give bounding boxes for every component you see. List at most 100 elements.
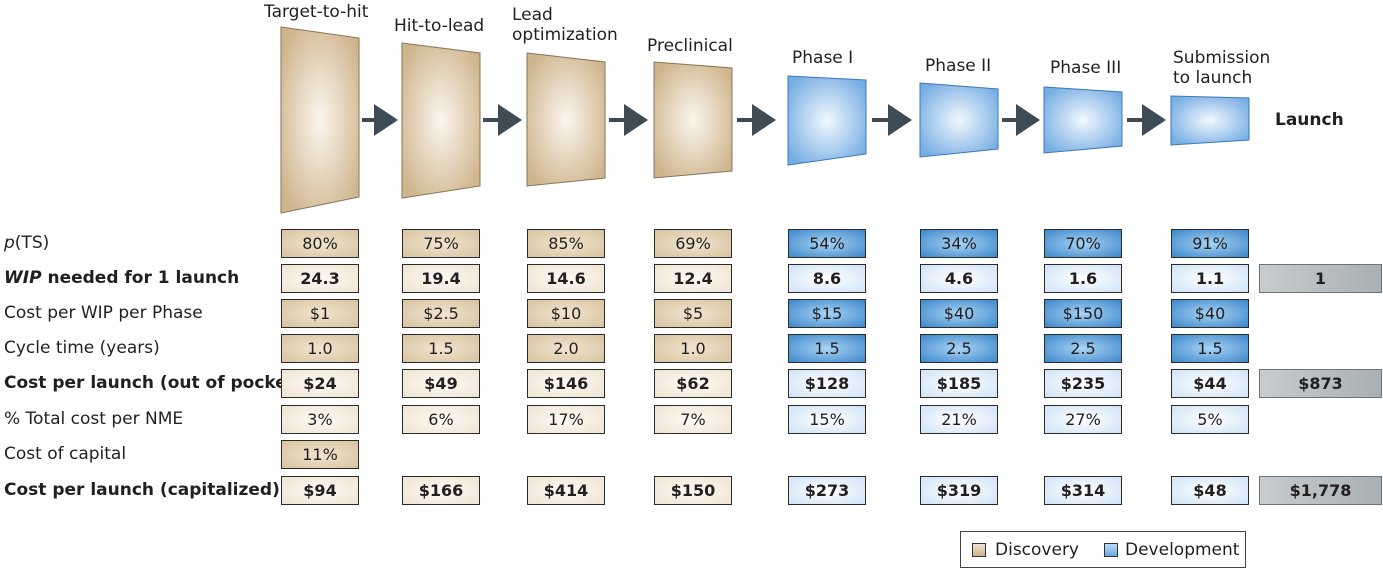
table-cell: 2.5 — [920, 334, 998, 363]
row-label-4: Cycle time (years) — [4, 338, 160, 358]
row-label-text: needed for 1 launch — [41, 268, 240, 288]
row-label-3: Cost per WIP per Phase — [4, 303, 203, 323]
row-label-1: p(TS) — [4, 233, 49, 253]
phase-label-1: Target-to-hit — [264, 2, 369, 22]
launch-cell: 1 — [1259, 264, 1382, 293]
row-label-italic: WIP — [4, 268, 42, 288]
table-cell: 1.6 — [1044, 264, 1122, 293]
table-cell: 21% — [920, 405, 998, 434]
legend-development-label: Development — [1125, 540, 1240, 560]
table-cell: 34% — [920, 229, 998, 258]
table-cell: $5 — [654, 299, 732, 328]
phase-shape-6 — [919, 82, 999, 158]
row-label-text: % Total cost per NME — [4, 409, 184, 429]
table-cell: 1.1 — [1171, 264, 1249, 293]
table-cell: 1.0 — [654, 334, 732, 363]
table-cell: 69% — [654, 229, 732, 258]
phase-label-8: Submission to launch — [1173, 48, 1271, 88]
table-cell: $314 — [1044, 476, 1122, 505]
table-cell: 1.0 — [281, 334, 359, 363]
row-label-2: WIP needed for 1 launch — [4, 268, 239, 288]
table-cell: 85% — [527, 229, 605, 258]
table-cell: 1.5 — [1171, 334, 1249, 363]
row-label-text: Cycle time (years) — [4, 338, 160, 358]
phase-shape-7 — [1043, 86, 1123, 154]
row-label-text: Cost of capital — [4, 444, 127, 464]
row-label-text: (TS) — [14, 233, 50, 253]
development-swatch — [1104, 543, 1118, 557]
table-cell: $166 — [402, 476, 480, 505]
table-cell: 8.6 — [788, 264, 866, 293]
table-cell: 15% — [788, 405, 866, 434]
table-cell: $40 — [1171, 299, 1249, 328]
pipeline-funnel — [280, 26, 1250, 214]
table-cell: 3% — [281, 405, 359, 434]
phase-shape-2 — [401, 42, 481, 199]
phase-shape-1 — [280, 26, 360, 214]
table-cell: $94 — [281, 476, 359, 505]
phase-label-6: Phase II — [925, 56, 992, 76]
table-cell: 7% — [654, 405, 732, 434]
phase-label-4: Preclinical — [647, 36, 733, 56]
table-cell: 91% — [1171, 229, 1249, 258]
row-label-text: Cost per launch (capitalized) — [4, 480, 280, 500]
phase-shape-3 — [526, 52, 606, 187]
row-label-8: Cost per launch (capitalized) — [4, 480, 280, 500]
table-cell: $49 — [402, 369, 480, 398]
table-cell: 11% — [281, 440, 359, 469]
row-label-text: Cost per launch (out of pocket) — [4, 373, 303, 393]
table-cell: 24.3 — [281, 264, 359, 293]
table-cell: 17% — [527, 405, 605, 434]
launch-cell: $873 — [1259, 369, 1382, 398]
legend: Discovery Development — [960, 531, 1246, 568]
table-cell: 1.5 — [402, 334, 480, 363]
table-cell: $44 — [1171, 369, 1249, 398]
table-cell: $24 — [281, 369, 359, 398]
table-cell: $10 — [527, 299, 605, 328]
launch-label: Launch — [1275, 110, 1344, 130]
table-cell: $62 — [654, 369, 732, 398]
phase-shape-5 — [787, 75, 867, 166]
phase-label-2: Hit-to-lead — [394, 16, 485, 36]
phase-label-7: Phase III — [1050, 58, 1122, 78]
phase-label-3: Lead optimization — [512, 5, 618, 45]
table-cell: 19.4 — [402, 264, 480, 293]
row-label-6: % Total cost per NME — [4, 409, 183, 429]
table-cell: $128 — [788, 369, 866, 398]
phase-shape-8 — [1170, 95, 1250, 146]
table-cell: $48 — [1171, 476, 1249, 505]
table-cell: 6% — [402, 405, 480, 434]
table-cell: $15 — [788, 299, 866, 328]
table-cell: 1.5 — [788, 334, 866, 363]
table-cell: 75% — [402, 229, 480, 258]
table-cell: $150 — [1044, 299, 1122, 328]
table-cell: $1 — [281, 299, 359, 328]
table-cell: 14.6 — [527, 264, 605, 293]
table-cell: $150 — [654, 476, 732, 505]
phase-shape-4 — [653, 61, 733, 179]
legend-discovery-label: Discovery — [995, 540, 1079, 560]
table-cell: $273 — [788, 476, 866, 505]
table-cell: 27% — [1044, 405, 1122, 434]
table-cell: 2.5 — [1044, 334, 1122, 363]
phase-label-5: Phase I — [792, 48, 854, 68]
row-label-italic: p — [4, 233, 15, 253]
table-cell: $2.5 — [402, 299, 480, 328]
table-cell: $319 — [920, 476, 998, 505]
table-cell: $185 — [920, 369, 998, 398]
launch-cell: $1,778 — [1259, 476, 1382, 505]
table-cell: $414 — [527, 476, 605, 505]
table-cell: 80% — [281, 229, 359, 258]
discovery-swatch — [972, 543, 986, 557]
table-cell: 4.6 — [920, 264, 998, 293]
table-cell: 70% — [1044, 229, 1122, 258]
row-label-7: Cost of capital — [4, 444, 126, 464]
table-cell: 12.4 — [654, 264, 732, 293]
table-cell: $146 — [527, 369, 605, 398]
table-cell: $235 — [1044, 369, 1122, 398]
table-cell: 54% — [788, 229, 866, 258]
table-cell: 2.0 — [527, 334, 605, 363]
table-cell: 5% — [1171, 405, 1249, 434]
row-label-text: Cost per WIP per Phase — [4, 303, 203, 323]
table-cell: $40 — [920, 299, 998, 328]
